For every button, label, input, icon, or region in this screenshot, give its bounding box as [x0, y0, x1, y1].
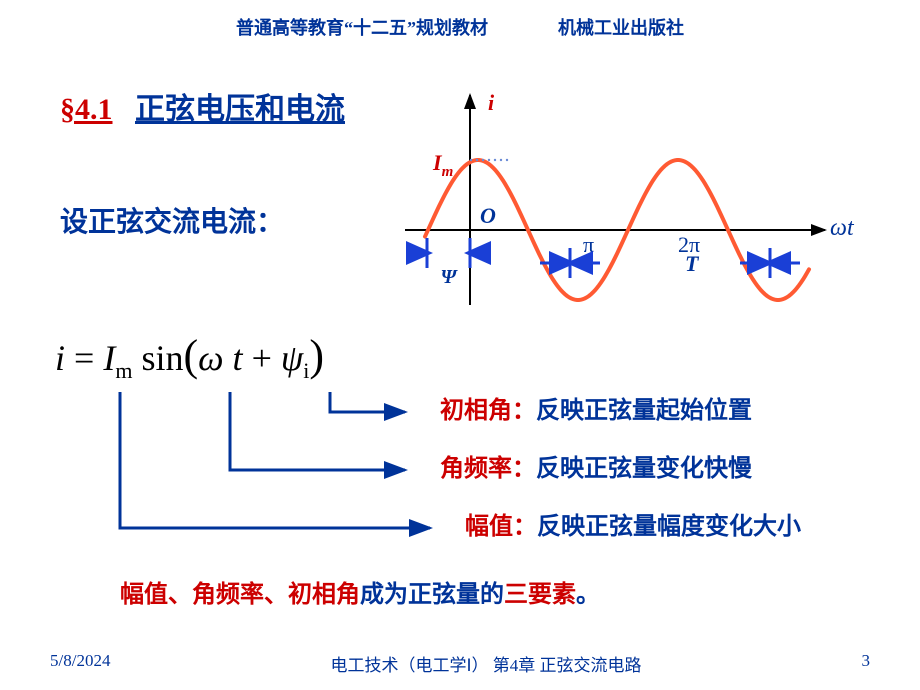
- svg-text:Im: Im: [432, 150, 453, 180]
- footer-center: 电工技术（电工学Ⅰ） 第4章 正弦交流电路: [330, 651, 641, 676]
- svg-text:Ψ: Ψ: [441, 266, 459, 288]
- callout-key-0: 初相角：: [440, 398, 536, 424]
- callout-val-2: 反映正弦量幅度变化大小: [537, 514, 801, 540]
- intro-text: 设正弦交流电流：: [60, 200, 284, 240]
- header: 普通高等教育“十二五”规划教材 机械工业出版社: [0, 0, 920, 40]
- summary-p2: 成为正弦量的: [360, 582, 504, 608]
- callout-region: 初相角：反映正弦量起始位置角频率：反映正弦量变化快慢幅值：反映正弦量幅度变化大小: [60, 370, 880, 550]
- callout-0: 初相角：反映正弦量起始位置: [440, 390, 752, 425]
- footer: 5/8/2024 电工技术（电工学Ⅰ） 第4章 正弦交流电路 3: [0, 651, 920, 676]
- header-left: 普通高等教育“十二五”规划教材: [236, 14, 488, 40]
- section-title: §4.1 正弦电压和电流: [60, 84, 345, 128]
- summary-p3: 三要素: [504, 582, 576, 608]
- summary-line: 幅值、角频率、初相角成为正弦量的三要素。: [120, 574, 600, 609]
- section-number: §4.1: [60, 93, 113, 126]
- callout-2: 幅值：反映正弦量幅度变化大小: [465, 506, 801, 541]
- sine-chart: iImOπ2πωtΨT: [395, 90, 875, 320]
- svg-text:π: π: [583, 232, 594, 257]
- callout-val-1: 反映正弦量变化快慢: [536, 456, 752, 482]
- callout-val-0: 反映正弦量起始位置: [536, 398, 752, 424]
- svg-text:i: i: [488, 90, 495, 115]
- callout-key-1: 角频率：: [440, 456, 536, 482]
- svg-text:O: O: [480, 203, 496, 228]
- callout-key-2: 幅值：: [465, 514, 537, 540]
- summary-p1: 幅值、角频率、初相角: [120, 582, 360, 608]
- summary-p4: 。: [576, 582, 600, 608]
- section-name: 正弦电压和电流: [135, 93, 345, 126]
- footer-page: 3: [862, 651, 871, 676]
- footer-date: 5/8/2024: [50, 651, 110, 676]
- svg-text:ωt: ωt: [830, 215, 855, 241]
- callout-1: 角频率：反映正弦量变化快慢: [440, 448, 752, 483]
- svg-text:T: T: [685, 251, 700, 276]
- header-right: 机械工业出版社: [558, 14, 684, 40]
